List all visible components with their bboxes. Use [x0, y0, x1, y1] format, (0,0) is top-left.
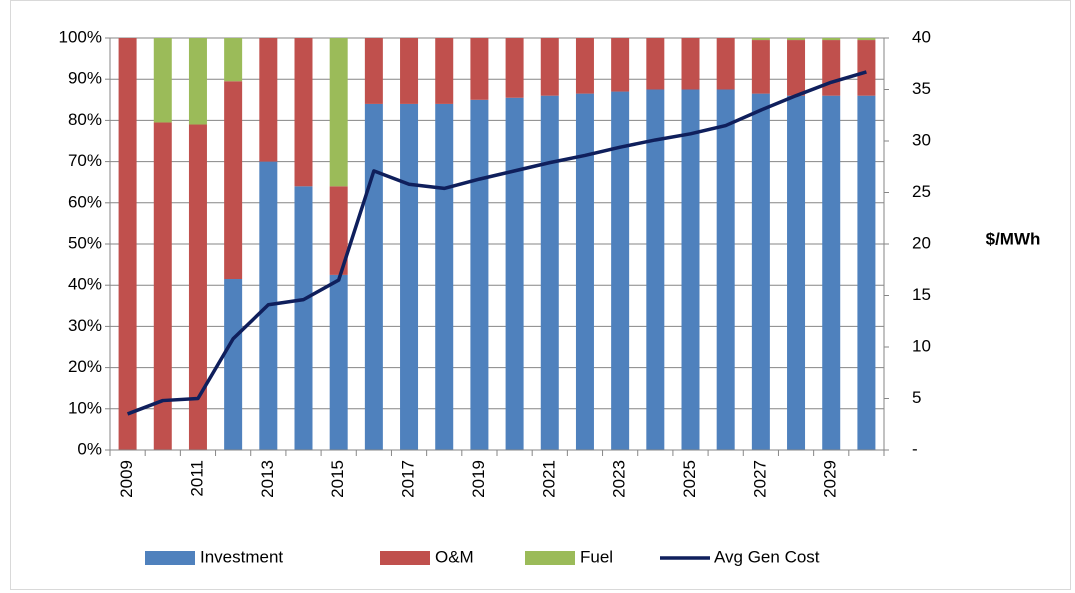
bar-segment	[787, 95, 806, 451]
bar-segment	[224, 279, 243, 450]
bar-segment	[646, 38, 665, 90]
bar-segment	[470, 99, 489, 451]
legend-swatch	[380, 551, 430, 565]
legend-label: Fuel	[580, 547, 613, 566]
bar-segment	[329, 186, 348, 275]
legend-swatch	[525, 551, 575, 565]
bar-segment	[188, 38, 207, 125]
bar-segment	[364, 38, 383, 104]
y2-tick-label: 10	[912, 336, 931, 355]
y2-axis-title: $/MWh	[986, 229, 1041, 248]
bar-segment	[540, 95, 559, 451]
bar-segment	[153, 38, 172, 123]
bar-segment	[611, 38, 630, 92]
legend-label: Avg Gen Cost	[714, 547, 820, 566]
bar-segment	[505, 38, 524, 98]
bar-segment	[751, 93, 770, 451]
bar-segment	[435, 38, 454, 104]
y-tick-label: 90%	[68, 69, 102, 88]
y2-tick-label: 20	[912, 233, 931, 252]
y-tick-label: 50%	[68, 233, 102, 252]
bar-segment	[857, 38, 876, 41]
bar-segment	[857, 40, 876, 96]
y-tick-label: 100%	[59, 27, 102, 46]
bar-segment	[751, 40, 770, 94]
bar-segment	[118, 38, 137, 450]
bar-segment	[470, 38, 489, 100]
x-tick-label: 2017	[399, 460, 418, 498]
bar-segment	[153, 122, 172, 451]
y-tick-label: 0%	[77, 439, 102, 458]
bar-segment	[364, 103, 383, 451]
bar-segment	[751, 38, 770, 41]
x-tick-label: 2029	[821, 460, 840, 498]
legend-swatch	[145, 551, 195, 565]
bar-segment	[435, 103, 454, 451]
bar-segment	[646, 89, 665, 450]
y2-tick-label: 35	[912, 79, 931, 98]
x-tick-label: 2025	[680, 460, 699, 498]
y2-tick-label: 40	[912, 27, 931, 46]
bar-segment	[224, 38, 243, 82]
bar-segment	[681, 38, 700, 90]
legend-label: Investment	[200, 547, 283, 566]
bar-segment	[857, 95, 876, 451]
bar-segment	[681, 89, 700, 450]
y2-tick-label: -	[912, 439, 918, 458]
bar-segment	[575, 93, 594, 451]
bar-segment	[188, 124, 207, 451]
y2-tick-label: 30	[912, 130, 931, 149]
y-tick-label: 70%	[68, 151, 102, 170]
y-tick-label: 60%	[68, 192, 102, 211]
bar-segment	[822, 40, 841, 96]
bar-segment	[540, 38, 559, 96]
x-tick-label: 2015	[328, 460, 347, 498]
y-tick-label: 10%	[68, 398, 102, 417]
x-tick-label: 2009	[117, 460, 136, 498]
bar-segment	[575, 38, 594, 94]
bar-segment	[259, 38, 278, 162]
y2-tick-label: 5	[912, 388, 921, 407]
y-tick-label: 20%	[68, 357, 102, 376]
x-tick-label: 2011	[187, 460, 206, 497]
bar-segment	[294, 38, 313, 187]
chart-frame	[10, 0, 1071, 590]
y-tick-label: 30%	[68, 316, 102, 335]
bar-segment	[329, 274, 348, 450]
bar-segment	[822, 38, 841, 41]
x-tick-label: 2021	[539, 460, 558, 498]
y2-tick-label: 15	[912, 285, 931, 304]
bar-segment	[611, 91, 630, 450]
x-tick-label: 2027	[750, 460, 769, 498]
bar-segment	[822, 95, 841, 451]
bar-segment	[400, 38, 419, 104]
y-tick-label: 80%	[68, 110, 102, 129]
bar-segment	[329, 38, 348, 187]
x-tick-label: 2023	[610, 460, 629, 498]
y2-tick-label: 25	[912, 182, 931, 201]
bar-segment	[294, 186, 313, 450]
bar-segment	[787, 40, 806, 96]
bar-segment	[505, 97, 524, 451]
legend-label: O&M	[435, 547, 474, 566]
line-series	[126, 70, 867, 416]
bar-segment	[716, 38, 735, 90]
bar-segment	[787, 38, 806, 41]
bar-segment	[400, 103, 419, 451]
x-tick-label: 2019	[469, 460, 488, 498]
bar-segment	[224, 81, 243, 280]
y-tick-label: 40%	[68, 275, 102, 294]
x-tick-label: 2013	[258, 460, 277, 498]
bar-segment	[716, 89, 735, 450]
